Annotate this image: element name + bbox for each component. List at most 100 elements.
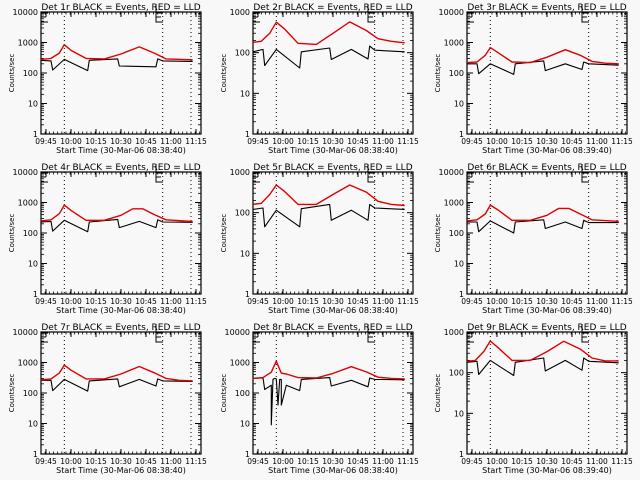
y-tick-label: 10 — [454, 409, 464, 418]
x-tick-label: 09:45 — [247, 457, 269, 466]
y-tick-label: 100 — [235, 389, 250, 398]
attenuator-marker-icon — [252, 332, 260, 343]
y-tick-label: 10000 — [13, 8, 38, 17]
y-tick-label: 1000 — [444, 39, 464, 48]
x-tick-label: 10:45 — [561, 297, 583, 306]
y-tick-label: 10 — [28, 260, 38, 269]
x-tick-label: 11:15 — [611, 137, 633, 146]
x-tick-label: 11:15 — [185, 137, 207, 146]
x-axis-label: Start Time (30-Mar-06 08:39:40) — [482, 146, 612, 155]
x-tick-label: 09:45 — [461, 297, 483, 306]
y-axis-label: Counts/sec — [220, 374, 228, 413]
y-tick-label: 10 — [454, 100, 464, 109]
y-tick-label: 1000 — [230, 168, 250, 177]
x-tick-label: 10:15 — [85, 297, 107, 306]
x-tick-label: 10:45 — [347, 297, 369, 306]
x-tick-label: 10:30 — [322, 137, 344, 146]
y-tick-label: 10 — [240, 89, 250, 98]
x-tick-label: 11:00 — [586, 137, 608, 146]
x-tick-label: 10:00 — [60, 297, 82, 306]
y-axis-label: Counts/sec — [434, 54, 442, 93]
y-tick-label: 100 — [449, 229, 464, 238]
lld-series-line — [252, 184, 405, 207]
lld-series-line — [252, 360, 405, 380]
attenuator-marker-icon — [367, 172, 375, 183]
x-axis-label: Start Time (30-Mar-06 08:38:40) — [56, 466, 186, 475]
panel-det-8: Det 8r BLACK = Events, RED = LLD 1 10 100 10… — [220, 323, 419, 475]
x-tick-label: 11:15 — [611, 297, 633, 306]
y-tick-label: 1000 — [230, 359, 250, 368]
y-tick-label: 1 — [459, 450, 464, 459]
x-tick-label: 09:45 — [35, 457, 57, 466]
lld-series-line — [466, 340, 619, 362]
panel-title: Det 4r BLACK = Events, RED = LLD — [41, 163, 200, 173]
y-axis-label: Counts/sec — [434, 374, 442, 413]
y-tick-label: 1 — [459, 130, 464, 139]
panel-det-2: Det 2r BLACK = Events, RED = LLD 1 10 100 10… — [220, 3, 419, 155]
x-tick-label: 10:30 — [536, 137, 558, 146]
x-tick-label: 11:15 — [397, 457, 419, 466]
attenuator-marker-icon — [466, 12, 474, 23]
panel-det-9: Det 9r BLACK = Events, RED = LLD 1 10 100 10… — [434, 323, 633, 475]
y-axis-label: Counts/sec — [220, 54, 228, 93]
x-tick-label: 11:15 — [185, 457, 207, 466]
events-series-line — [40, 58, 193, 72]
x-tick-label: 10:15 — [511, 297, 533, 306]
x-tick-label: 09:45 — [461, 137, 483, 146]
attenuator-marker-icon — [252, 172, 260, 183]
x-tick-label: 10:00 — [272, 137, 294, 146]
x-tick-label: 10:45 — [135, 297, 157, 306]
events-series-line — [252, 203, 405, 228]
x-axis-label: Start Time (30-Mar-06 08:39:40) — [482, 306, 612, 315]
attenuator-marker-icon — [581, 332, 589, 343]
y-tick-label: 100 — [23, 389, 38, 398]
x-tick-label: 10:30 — [110, 297, 132, 306]
attenuator-marker-icon — [581, 12, 589, 23]
panel-det-6: Det 6r BLACK = Events, RED = LLD 1 10 100 10… — [434, 163, 633, 315]
x-tick-label: 09:45 — [35, 297, 57, 306]
x-tick-label: 10:00 — [60, 137, 82, 146]
y-tick-label: 100 — [449, 369, 464, 378]
y-tick-label: 1 — [33, 290, 38, 299]
x-tick-label: 10:00 — [272, 457, 294, 466]
y-tick-label: 10000 — [13, 328, 38, 337]
attenuator-marker-icon — [155, 172, 163, 183]
x-tick-label: 11:15 — [397, 137, 419, 146]
x-tick-label: 11:00 — [160, 297, 182, 306]
x-tick-label: 10:15 — [85, 137, 107, 146]
x-tick-label: 10:45 — [347, 457, 369, 466]
y-axis-label: Counts/sec — [8, 54, 16, 93]
x-tick-label: 11:15 — [185, 297, 207, 306]
x-axis-label: Start Time (30-Mar-06 08:38:40) — [56, 306, 186, 315]
x-tick-label: 10:30 — [322, 457, 344, 466]
y-tick-label: 10000 — [13, 168, 38, 177]
y-axis-label: Counts/sec — [434, 214, 442, 253]
x-tick-label: 10:30 — [536, 457, 558, 466]
x-tick-label: 10:45 — [135, 137, 157, 146]
y-tick-label: 10000 — [225, 328, 250, 337]
panel-det-7: Det 7r BLACK = Events, RED = LLD 1 10 100 10… — [8, 323, 207, 475]
y-tick-label: 1000 — [230, 8, 250, 17]
attenuator-marker-icon — [367, 332, 375, 343]
panel-title: Det 1r BLACK = Events, RED = LLD — [41, 3, 200, 13]
x-tick-label: 10:00 — [60, 457, 82, 466]
y-tick-label: 100 — [23, 69, 38, 78]
y-axis-label: Counts/sec — [8, 374, 16, 413]
y-tick-label: 1000 — [444, 328, 464, 337]
x-tick-label: 11:15 — [397, 297, 419, 306]
x-tick-label: 10:00 — [486, 457, 508, 466]
y-tick-label: 1 — [245, 450, 250, 459]
y-tick-label: 1000 — [18, 359, 38, 368]
x-tick-label: 11:00 — [372, 137, 394, 146]
panel-title: Det 2r BLACK = Events, RED = LLD — [253, 3, 412, 13]
lld-series-line — [252, 21, 405, 46]
y-tick-label: 10 — [28, 100, 38, 109]
y-tick-label: 10000 — [439, 168, 464, 177]
events-series-line — [252, 377, 405, 426]
lld-series-line — [466, 46, 619, 65]
x-axis-label: Start Time (30-Mar-06 08:38:40) — [56, 146, 186, 155]
lld-series-line — [40, 44, 193, 61]
events-series-line — [466, 357, 619, 377]
attenuator-marker-icon — [40, 332, 48, 343]
x-axis-label: Start Time (30-Mar-06 08:38:40) — [268, 146, 398, 155]
